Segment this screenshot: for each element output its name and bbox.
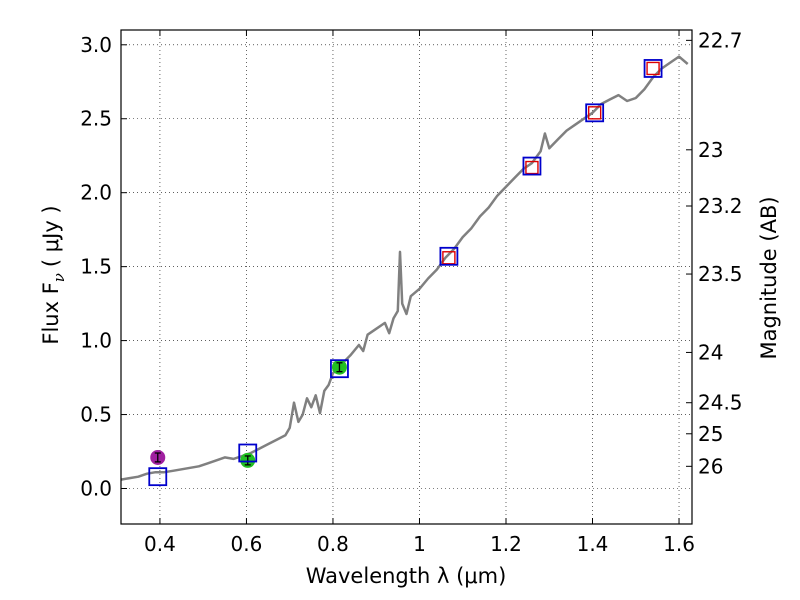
- observed-photometry-point: [525, 160, 539, 175]
- y-axis-label: Flux Fν( μJy ): [39, 205, 68, 344]
- y2-tick-label: 22.7: [698, 28, 743, 52]
- grid-lines: [121, 30, 692, 524]
- y2-axis-label: Magnitude (AB): [757, 196, 781, 359]
- y-tick-label: 3.0: [80, 33, 112, 57]
- x-tick-label: 1: [413, 532, 426, 556]
- y-tick-label: 0.0: [80, 477, 112, 501]
- x-tick-label: 0.6: [231, 532, 263, 556]
- tick-labels: 0.4 0.6 0.8 1 1.2 1.4 1.6 0.0 0.5 1.0 1.5 2.0 2.5 3.0…: [80, 28, 742, 556]
- sed-model-line: [120, 55, 689, 481]
- axis-ticks: [121, 30, 692, 524]
- x-tick-label: 0.8: [317, 532, 349, 556]
- x-axis-label: Wavelength λ (μm): [306, 564, 507, 588]
- x-tick-label: 1.6: [663, 532, 695, 556]
- y2-tick-label: 25: [698, 422, 723, 446]
- model-photometry-point: [330, 359, 349, 379]
- y2-tick-label: 23.2: [698, 194, 743, 218]
- model-photometry-point: [439, 246, 459, 266]
- observed-photometry-point: [442, 251, 456, 265]
- model-photometry-point: [585, 103, 605, 123]
- model-photometry-point: [148, 467, 168, 487]
- model-photometry-point: [238, 443, 258, 463]
- x-tick-label: 1.2: [490, 532, 522, 556]
- y2-tick-label: 23.5: [698, 262, 743, 286]
- y2-tick-label: 24.5: [698, 391, 743, 415]
- y-tick-label: 1.0: [80, 329, 112, 353]
- plot-area: [120, 55, 689, 487]
- model-photometry-point: [522, 156, 542, 176]
- y2-tick-label: 26: [698, 454, 723, 478]
- observed-photometry-point: [587, 106, 602, 120]
- x-tick-label: 0.4: [144, 532, 176, 556]
- plot-frame: [120, 29, 693, 525]
- model-photometry-point: [643, 59, 663, 78]
- observed-photometry-point: [646, 61, 660, 76]
- y-tick-label: 2.0: [80, 181, 112, 205]
- y-tick-label: 2.5: [80, 107, 112, 131]
- y-tick-label: 0.5: [80, 403, 112, 427]
- y-tick-label: 1.5: [80, 255, 112, 279]
- x-tick-label: 1.4: [577, 532, 609, 556]
- y2-tick-label: 24: [698, 340, 723, 364]
- y2-tick-label: 23: [698, 138, 723, 162]
